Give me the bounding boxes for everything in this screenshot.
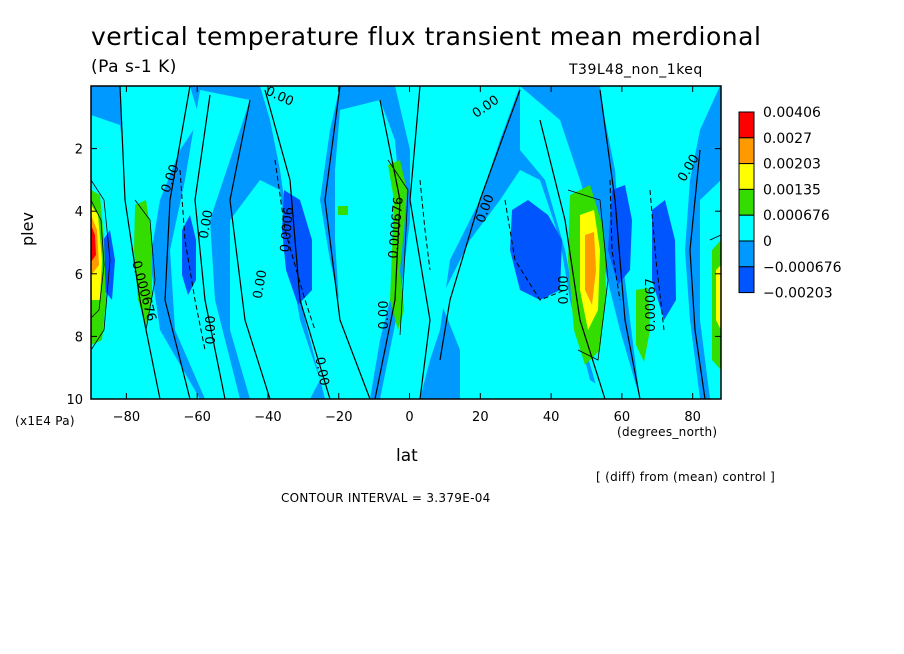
colorbar-swatch (738, 240, 755, 268)
run-label: T39L48_non_1keq (569, 62, 703, 78)
deepblue-core (282, 190, 312, 305)
yellow-region (716, 265, 721, 330)
contour-line (504, 199, 566, 301)
colorbar-label: 0.000676 (763, 208, 830, 224)
colorbar-swatch (738, 111, 755, 139)
x-tick-label: −80 (113, 410, 140, 425)
x-axis-ticks: −80 −60 −40 −20 0 20 40 60 80 (113, 86, 701, 425)
contour-label: 0.00 (557, 276, 572, 305)
contour-line (689, 149, 706, 399)
chart-title: vertical temperature flux transient mean… (91, 22, 762, 51)
y-tick-label: 10 (66, 393, 83, 408)
x-tick-label: −40 (254, 410, 281, 425)
colorbar-label: 0 (763, 234, 772, 250)
x-tick-label: 0 (405, 410, 413, 425)
contour-line (439, 89, 521, 361)
contour-line (179, 169, 206, 351)
contour-interval: CONTOUR INTERVAL = 3.379E-04 (281, 491, 491, 505)
contour-line (324, 86, 371, 399)
y-tick-label: 6 (75, 268, 83, 283)
colorbar-swatch (738, 266, 755, 294)
orange-region (585, 232, 596, 305)
contour-label: 0.00 (377, 301, 392, 330)
plot-frame (90, 85, 722, 400)
contour-line (709, 234, 721, 241)
diff-note: [ (diff) from (mean) control ] (596, 470, 776, 484)
colorbar-swatch (738, 137, 755, 165)
contour-fill (91, 86, 721, 399)
contour-line (374, 99, 401, 399)
contour-label: 0.00 (204, 316, 219, 345)
colorbar-label: −0.000676 (763, 260, 842, 276)
y-axis-unit: (x1E4 Pa) (15, 414, 75, 428)
contour-line (409, 86, 431, 399)
contour-line (164, 86, 191, 399)
cyan-region (170, 90, 250, 399)
colorbar: 0.00406 0.0027 0.00203 0.00135 0.000676 0 −0.0… (738, 105, 842, 302)
deepblue-core (510, 200, 562, 300)
green-region (636, 288, 650, 362)
contour-line (419, 179, 431, 271)
x-axis-label: lat (396, 446, 418, 466)
contour-lines (91, 86, 721, 399)
contour-line (194, 94, 226, 399)
x-tick-label: 20 (472, 410, 489, 425)
contour-line (134, 199, 156, 331)
deepblue-core (103, 230, 115, 300)
x-tick-label: −60 (183, 410, 210, 425)
contour-line (91, 199, 105, 319)
y-axis-ticks: 2 4 6 8 10 (66, 143, 721, 408)
colorbar-label: 0.00406 (763, 105, 821, 121)
x-axis-unit: (degrees_north) (617, 425, 718, 439)
colorbar-label: −0.00203 (763, 286, 833, 302)
y-tick-label: 2 (75, 143, 83, 158)
contour-line (264, 89, 331, 399)
contour-line (119, 86, 161, 399)
colorbar-swatch (738, 188, 755, 216)
cyan-region (120, 86, 200, 399)
green-region (338, 206, 348, 215)
colorbar-label: 0.00203 (763, 157, 821, 173)
contour-label: 0.0006 (278, 206, 297, 253)
contour-line (91, 179, 111, 351)
deepblue-core (182, 215, 196, 295)
contour-label: 0.00 (197, 209, 217, 240)
contour-line (387, 159, 409, 336)
contour-line (539, 119, 606, 399)
colorbar-swatch (738, 214, 755, 242)
colorbar-label: 0.00135 (763, 182, 821, 198)
contour-line (274, 159, 316, 331)
red-region (91, 225, 96, 262)
x-tick-label: 80 (684, 410, 701, 425)
x-tick-label: 60 (614, 410, 631, 425)
contour-label: 0.000676 (386, 196, 406, 259)
y-tick-label: 8 (75, 330, 83, 345)
colorbar-swatch (738, 163, 755, 190)
cyan-region (380, 86, 520, 399)
contour-line (229, 99, 271, 399)
x-tick-label: 40 (543, 410, 560, 425)
contour-label: 0.00 (251, 269, 271, 300)
cyan-region (335, 100, 400, 399)
y-tick-label: 4 (75, 205, 83, 220)
colorbar-label: 0.0027 (763, 131, 812, 147)
contour-label: 0.00 (312, 356, 332, 387)
contour-label: 0.00067 (644, 278, 659, 332)
deepblue-core (652, 200, 676, 320)
x-tick-label: −20 (325, 410, 352, 425)
contour-line (567, 189, 609, 361)
contour-line (599, 89, 641, 399)
chart-units: (Pa s-1 K) (91, 57, 177, 77)
